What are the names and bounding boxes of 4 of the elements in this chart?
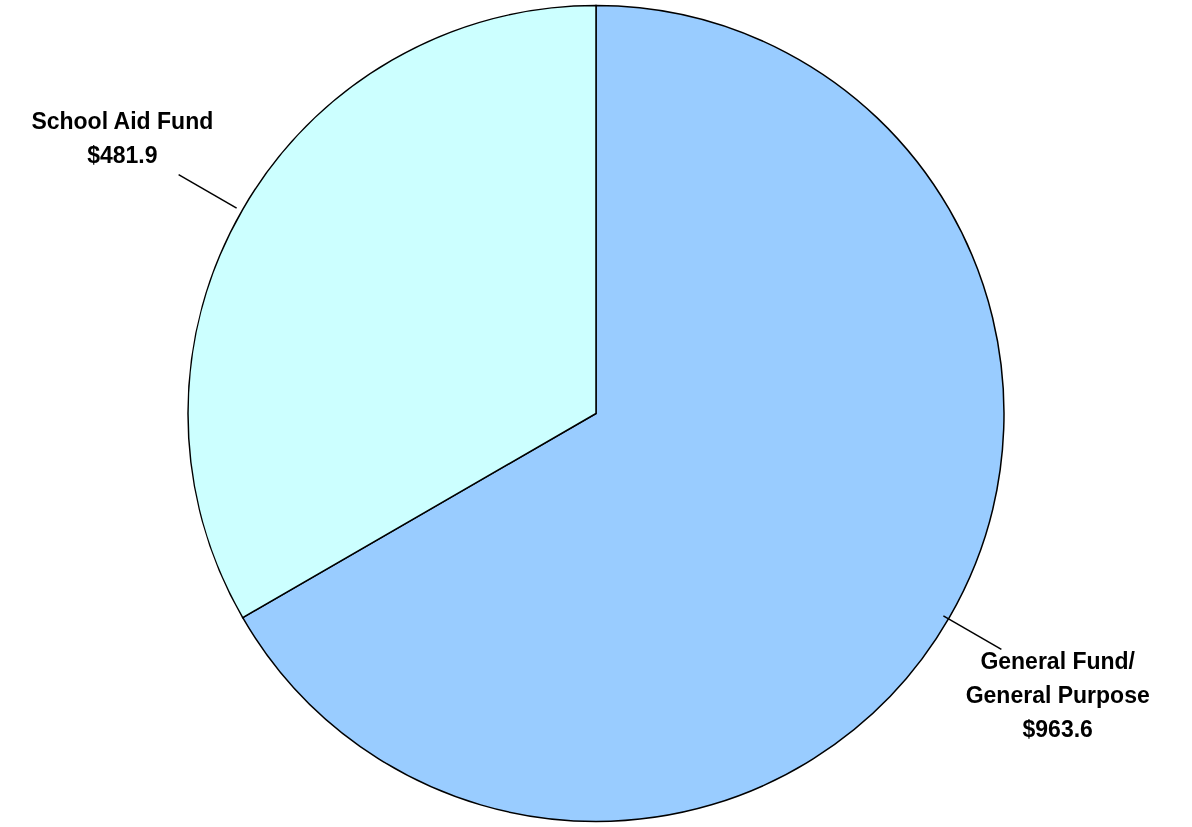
slice-label: General Fund/ General Purpose (965, 647, 1150, 708)
data-label: $481.9 (87, 142, 158, 169)
data-label: $963.6 (1022, 715, 1093, 742)
slice-label: School Aid Fund (31, 108, 214, 135)
